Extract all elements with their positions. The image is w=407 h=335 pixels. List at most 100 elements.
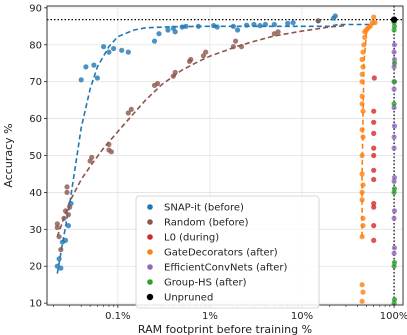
data-point — [371, 176, 377, 183]
data-point — [360, 134, 366, 140]
data-point — [391, 215, 397, 221]
y-tick-label: 70 — [29, 77, 42, 88]
data-point — [106, 49, 112, 55]
data-point — [359, 56, 365, 63]
x-axis-label: RAM footprint before training % — [138, 323, 312, 335]
x-tick-label: 100% — [380, 311, 407, 322]
legend-label: Random (before) — [164, 218, 249, 229]
y-tick-label: 10 — [29, 299, 42, 310]
data-point — [101, 44, 107, 50]
data-point — [58, 265, 64, 271]
data-point — [54, 221, 60, 227]
data-point — [390, 16, 398, 23]
data-point — [67, 204, 73, 210]
data-point — [391, 296, 398, 303]
legend-marker — [147, 234, 153, 240]
data-point — [172, 29, 178, 35]
data-point — [391, 49, 397, 55]
data-point — [359, 79, 365, 85]
trend-line — [56, 24, 346, 237]
data-point — [371, 200, 377, 207]
data-point — [83, 64, 89, 70]
data-point — [62, 208, 69, 214]
data-point — [290, 20, 296, 26]
data-point — [78, 77, 84, 83]
data-point — [230, 44, 236, 50]
data-point — [238, 44, 245, 50]
legend-label: GateDecorators (after) — [164, 248, 278, 259]
data-point — [371, 237, 377, 243]
data-point — [360, 64, 366, 70]
y-tick-label: 20 — [29, 262, 42, 273]
data-point — [371, 167, 377, 173]
data-point — [285, 20, 291, 26]
data-point — [125, 110, 131, 116]
data-point — [315, 18, 321, 24]
data-point — [359, 71, 365, 77]
data-point — [89, 154, 95, 160]
data-point — [94, 75, 100, 81]
data-point — [56, 234, 62, 240]
data-point — [359, 152, 365, 159]
data-point — [128, 106, 134, 112]
data-point — [359, 93, 365, 99]
data-point — [125, 49, 131, 55]
data-point — [391, 123, 398, 129]
data-point — [391, 104, 397, 111]
y-tick-label: 80 — [29, 40, 42, 51]
y-tick-label: 50 — [29, 151, 42, 162]
data-point — [111, 45, 117, 52]
legend-marker — [147, 279, 153, 285]
legend-box — [135, 195, 320, 309]
data-point — [230, 23, 236, 29]
legend-label: SNAP-it (before) — [164, 203, 244, 214]
data-point — [165, 27, 171, 33]
data-point — [275, 29, 281, 35]
legend-marker — [147, 219, 153, 225]
data-point — [214, 24, 220, 30]
legend-marker — [146, 293, 154, 301]
data-point — [359, 298, 365, 304]
data-point — [391, 86, 397, 92]
x-tick-label: 10% — [291, 311, 313, 322]
legend-marker — [147, 204, 153, 210]
data-point — [391, 145, 397, 151]
y-tick-label: 60 — [29, 114, 42, 125]
data-points — [54, 13, 398, 306]
data-point — [54, 224, 60, 231]
data-point — [91, 62, 97, 68]
data-point — [244, 22, 250, 28]
data-point — [65, 223, 71, 229]
data-point — [371, 130, 377, 136]
data-point — [151, 38, 158, 44]
data-point — [391, 250, 397, 256]
trend-line — [361, 21, 376, 237]
data-point — [371, 75, 377, 81]
x-tick-label: 0.1% — [105, 311, 130, 322]
data-point — [58, 247, 64, 253]
data-point — [391, 79, 397, 85]
data-point — [65, 212, 71, 218]
data-point — [195, 23, 201, 29]
data-point — [359, 101, 365, 107]
data-point — [359, 189, 365, 195]
data-point — [183, 23, 189, 29]
data-point — [372, 20, 378, 26]
y-tick-label: 90 — [29, 3, 42, 14]
data-point — [360, 108, 366, 114]
data-point — [371, 108, 377, 114]
data-point — [391, 42, 398, 48]
data-point — [56, 256, 62, 262]
trend-lines — [56, 21, 376, 274]
data-point — [155, 80, 161, 87]
data-point — [362, 34, 368, 41]
legend-label: L0 (during) — [164, 233, 219, 244]
x-tick-label: 1% — [202, 311, 218, 322]
data-point — [391, 56, 398, 63]
y-tick-label: 40 — [29, 188, 42, 199]
data-point — [359, 234, 365, 240]
data-point — [371, 14, 377, 20]
legend-label: Unpruned — [164, 293, 213, 304]
legend: SNAP-it (before) Random (before) L0 (durin… — [135, 195, 320, 309]
data-point — [360, 223, 366, 229]
